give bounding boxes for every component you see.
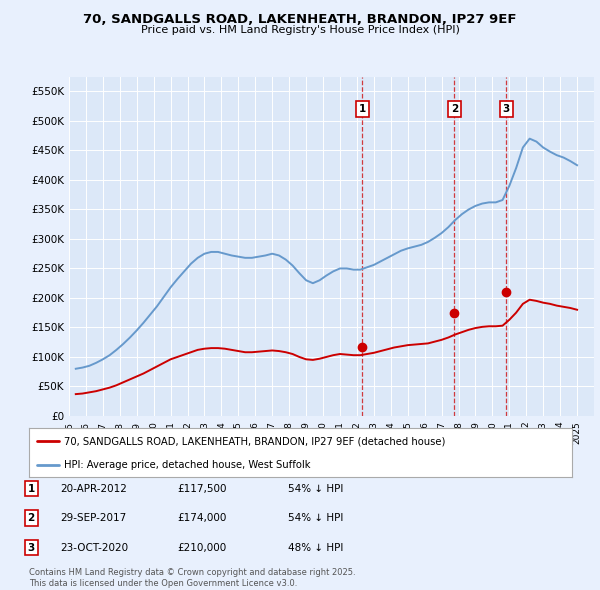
Text: 20-APR-2012: 20-APR-2012 [60,484,127,493]
Text: Contains HM Land Registry data © Crown copyright and database right 2025.
This d: Contains HM Land Registry data © Crown c… [29,568,355,588]
Text: 23-OCT-2020: 23-OCT-2020 [60,543,128,552]
Text: HPI: Average price, detached house, West Suffolk: HPI: Average price, detached house, West… [64,460,311,470]
Text: 2: 2 [451,104,458,114]
Text: 70, SANDGALLS ROAD, LAKENHEATH, BRANDON, IP27 9EF: 70, SANDGALLS ROAD, LAKENHEATH, BRANDON,… [83,13,517,26]
Text: 2: 2 [28,513,35,523]
Text: £210,000: £210,000 [177,543,226,552]
Text: 3: 3 [28,543,35,552]
Text: 70, SANDGALLS ROAD, LAKENHEATH, BRANDON, IP27 9EF (detached house): 70, SANDGALLS ROAD, LAKENHEATH, BRANDON,… [64,437,445,447]
Text: 54% ↓ HPI: 54% ↓ HPI [288,484,343,493]
Text: 1: 1 [359,104,366,114]
Text: £174,000: £174,000 [177,513,226,523]
Text: Price paid vs. HM Land Registry's House Price Index (HPI): Price paid vs. HM Land Registry's House … [140,25,460,35]
Text: 48% ↓ HPI: 48% ↓ HPI [288,543,343,552]
Text: 29-SEP-2017: 29-SEP-2017 [60,513,126,523]
Text: £117,500: £117,500 [177,484,227,493]
Text: 1: 1 [28,484,35,493]
Text: 54% ↓ HPI: 54% ↓ HPI [288,513,343,523]
Text: 3: 3 [502,104,510,114]
